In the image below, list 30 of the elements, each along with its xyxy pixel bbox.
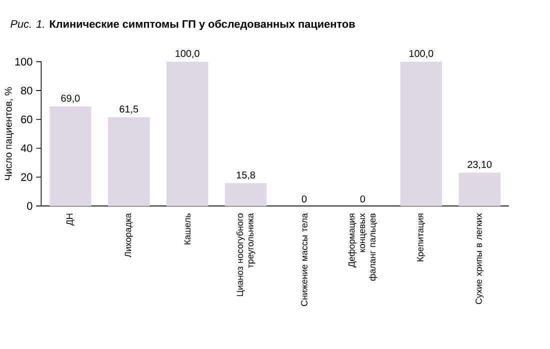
x-tick-label: Снижение массы тела <box>301 213 308 306</box>
bar <box>166 62 208 206</box>
bar <box>50 106 92 206</box>
x-tick-label: Кашель <box>184 213 190 244</box>
data-label: 0 <box>302 195 307 202</box>
bar <box>400 62 442 206</box>
x-tick-label: Цианоз носогубного треугольника <box>236 213 256 296</box>
data-label: 15,8 <box>236 171 255 180</box>
x-tick-label: Сухие хрипы в легких <box>476 213 484 304</box>
y-axis-title: Число пациентов, % <box>4 87 14 180</box>
x-tick-label: Деформация концевых фаланг пальцев <box>348 213 378 281</box>
data-label: 100,0 <box>176 50 200 58</box>
y-tick-label: 20 <box>21 173 32 181</box>
y-tick-label: 0 <box>27 202 32 210</box>
data-label: 69,0 <box>61 94 80 103</box>
data-label: 100,0 <box>410 50 434 58</box>
chart-title: Рис. 1. Клинические симптомы ГП у обследованных пациентов <box>10 20 355 30</box>
bar <box>108 117 150 206</box>
data-label: 23,10 <box>468 160 492 170</box>
y-tick-label: 60 <box>21 115 32 124</box>
x-tick-label: Лихорадка <box>124 213 133 258</box>
bar <box>458 172 500 206</box>
x-tick-label: ДН <box>66 214 74 226</box>
data-label: 0 <box>360 195 366 202</box>
y-tick-label: 80 <box>21 86 32 94</box>
bar <box>224 183 267 206</box>
data-label: 61,5 <box>120 105 138 114</box>
y-tick-label: 100 <box>15 58 32 66</box>
y-tick-label: 40 <box>20 144 32 152</box>
x-tick-label: Крепитация <box>417 214 426 262</box>
